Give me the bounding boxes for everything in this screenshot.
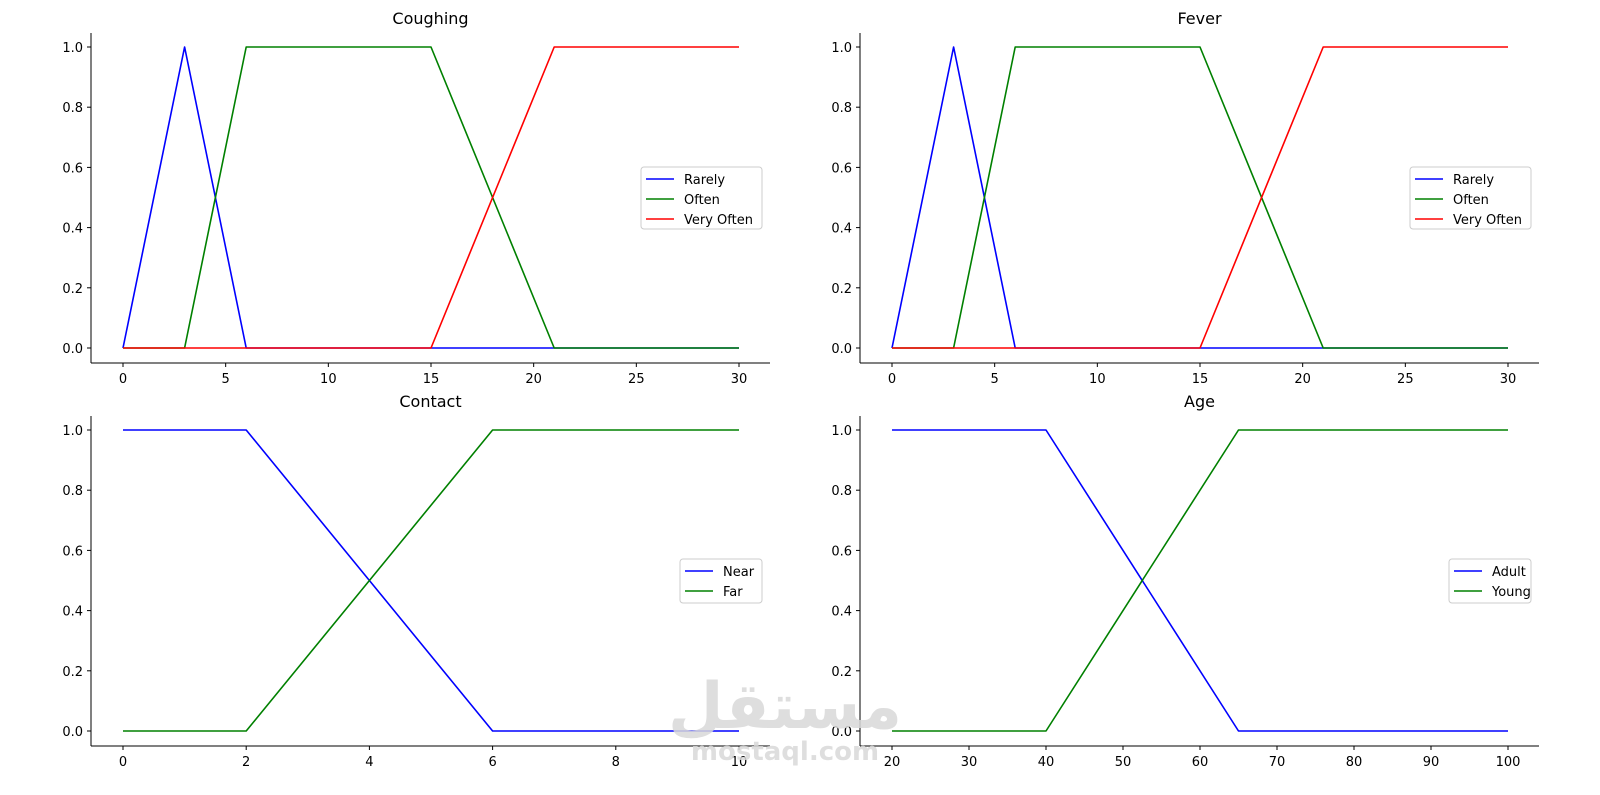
coughing-panel: Coughing 0 5 10 15 20 25 30 0.0 0.2 0.4 0.6 0.8 1.0 Ra… bbox=[62, 9, 770, 387]
coughing-legend-box bbox=[640, 166, 763, 230]
contact-legend-label-near: Near bbox=[723, 565, 755, 580]
watermark: مستقل mostaql.com bbox=[668, 670, 902, 767]
contact-x-tick-label: 2 bbox=[242, 755, 250, 770]
age-y-tick-label: 1.0 bbox=[831, 424, 852, 439]
fever-x-tick-label: 15 bbox=[1192, 372, 1209, 387]
contact-legend-box bbox=[679, 558, 763, 604]
coughing-y-tick-label: 0.4 bbox=[62, 222, 83, 237]
age-x-tick-label: 30 bbox=[961, 755, 978, 770]
age-y-tick-label: 0.6 bbox=[831, 544, 852, 559]
contact-panel: Contact 0 2 4 6 8 10 0.0 0.2 0.4 0.6 0.8 1.0 Near Far bbox=[62, 392, 770, 770]
coughing-y-tick-label: 0.2 bbox=[62, 282, 83, 297]
fever-x-tick-label: 5 bbox=[991, 372, 999, 387]
contact-title: Contact bbox=[399, 392, 461, 411]
coughing-x-tick-label: 0 bbox=[119, 372, 127, 387]
fever-panel: Fever 0 5 10 15 20 25 30 0.0 0.2 0.4 0.6 0.8 1.0 Rarel… bbox=[831, 9, 1539, 387]
age-y-tick-label: 0.8 bbox=[831, 484, 852, 499]
fever-legend-label-often: Often bbox=[1453, 193, 1489, 208]
fever-legend-label-very-often: Very Often bbox=[1453, 213, 1522, 228]
age-y-tick-label: 0.2 bbox=[831, 665, 852, 680]
fever-y-tick-label: 0.4 bbox=[831, 222, 852, 237]
fever-y-tick-label: 0.2 bbox=[831, 282, 852, 297]
coughing-x-tick-label: 20 bbox=[525, 372, 542, 387]
fever-legend-box bbox=[1409, 166, 1532, 230]
age-legend-label-adult: Adult bbox=[1492, 565, 1526, 580]
fever-x-tick-label: 30 bbox=[1500, 372, 1517, 387]
fever-x-tick-label: 20 bbox=[1294, 372, 1311, 387]
contact-x-tick-label: 4 bbox=[365, 755, 373, 770]
contact-y-tick-label: 0.8 bbox=[62, 484, 83, 499]
fever-x-tick-label: 10 bbox=[1089, 372, 1106, 387]
coughing-x-tick-label: 25 bbox=[628, 372, 645, 387]
contact-x-tick-label: 0 bbox=[119, 755, 127, 770]
contact-series-near-line bbox=[123, 429, 739, 732]
coughing-legend-label-rarely: Rarely bbox=[684, 173, 725, 188]
contact-y-tick-label: 0.2 bbox=[62, 665, 83, 680]
age-x-tick-label: 20 bbox=[884, 755, 901, 770]
contact-legend: Near Far bbox=[679, 558, 763, 604]
fever-series-very-often-line bbox=[892, 46, 1508, 349]
coughing-legend: Rarely Often Very Often bbox=[640, 166, 763, 230]
watermark-latin: mostaql.com bbox=[691, 737, 879, 767]
fever-x-tick-label: 25 bbox=[1397, 372, 1414, 387]
coughing-x-tick-label: 15 bbox=[423, 372, 440, 387]
age-legend-box bbox=[1448, 558, 1532, 604]
fever-y-tick-label: 0.8 bbox=[831, 101, 852, 116]
coughing-y-tick-label: 0.8 bbox=[62, 101, 83, 116]
coughing-x-tick-label: 30 bbox=[731, 372, 748, 387]
fever-title: Fever bbox=[1177, 9, 1221, 28]
coughing-legend-label-often: Often bbox=[684, 193, 720, 208]
coughing-y-tick-label: 0.6 bbox=[62, 161, 83, 176]
age-x-tick-label: 60 bbox=[1192, 755, 1209, 770]
age-x-tick-label: 70 bbox=[1269, 755, 1286, 770]
contact-y-tick-label: 0.4 bbox=[62, 605, 83, 620]
coughing-legend-label-very-often: Very Often bbox=[684, 213, 753, 228]
contact-x-tick-label: 8 bbox=[612, 755, 620, 770]
age-legend: Adult Young bbox=[1448, 558, 1532, 604]
watermark-arabic: مستقل bbox=[668, 670, 902, 744]
contact-x-tick-label: 6 bbox=[488, 755, 496, 770]
contact-y-tick-label: 1.0 bbox=[62, 424, 83, 439]
age-y-tick-label: 0.0 bbox=[831, 725, 852, 740]
age-x-tick-label: 100 bbox=[1496, 755, 1521, 770]
coughing-x-tick-label: 5 bbox=[222, 372, 230, 387]
age-series-young-line bbox=[892, 429, 1508, 732]
fever-y-tick-label: 1.0 bbox=[831, 41, 852, 56]
coughing-y-tick-label: 0.0 bbox=[62, 342, 83, 357]
fever-legend-label-rarely: Rarely bbox=[1453, 173, 1494, 188]
age-x-tick-label: 90 bbox=[1423, 755, 1440, 770]
age-series-adult-line bbox=[892, 429, 1508, 732]
age-y-tick-label: 0.4 bbox=[831, 605, 852, 620]
coughing-title: Coughing bbox=[392, 9, 468, 28]
age-panel: Age 20 30 40 50 60 70 80 90 100 0.0 0.2 0.4 0.6 0.8 1.0… bbox=[831, 392, 1539, 770]
contact-y-tick-label: 0.0 bbox=[62, 725, 83, 740]
age-legend-label-young: Young bbox=[1491, 585, 1531, 600]
contact-series-far-line bbox=[123, 429, 739, 732]
contact-y-tick-label: 0.6 bbox=[62, 544, 83, 559]
coughing-y-tick-label: 1.0 bbox=[62, 41, 83, 56]
contact-legend-label-far: Far bbox=[723, 585, 743, 600]
coughing-series-very-often-line bbox=[123, 46, 739, 349]
age-title: Age bbox=[1184, 392, 1215, 411]
age-x-tick-label: 50 bbox=[1115, 755, 1132, 770]
coughing-x-tick-label: 10 bbox=[320, 372, 337, 387]
fever-x-tick-label: 0 bbox=[888, 372, 896, 387]
contact-x-tick-label: 10 bbox=[731, 755, 748, 770]
age-x-tick-label: 80 bbox=[1346, 755, 1363, 770]
age-x-tick-label: 40 bbox=[1038, 755, 1055, 770]
fever-legend: Rarely Often Very Often bbox=[1409, 166, 1532, 230]
fever-y-tick-label: 0.6 bbox=[831, 161, 852, 176]
fever-y-tick-label: 0.0 bbox=[831, 342, 852, 357]
